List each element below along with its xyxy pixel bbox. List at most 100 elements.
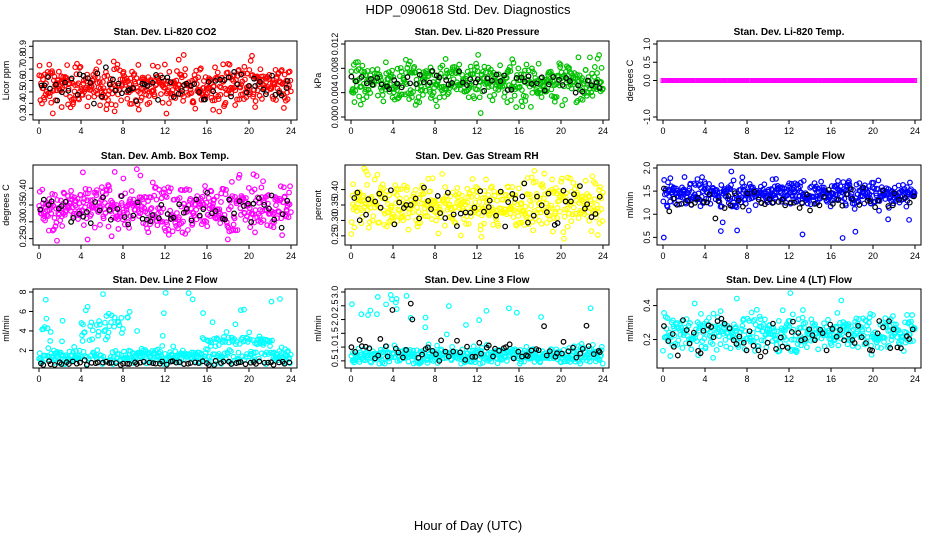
data-point: [566, 210, 572, 217]
data-point: [162, 289, 169, 296]
x-tick-label: 16: [826, 251, 836, 261]
data-point: [205, 78, 212, 85]
data-point: [101, 319, 108, 326]
x-tick-label: 12: [160, 126, 170, 136]
data-point: [403, 195, 410, 202]
data-point: [506, 305, 512, 312]
x-tick-label: 12: [160, 251, 170, 261]
data-point: [779, 307, 786, 314]
data-point: [234, 227, 241, 234]
data-point: [48, 210, 55, 217]
data-point: [503, 344, 509, 351]
data-point: [692, 199, 698, 206]
data-point: [185, 290, 192, 297]
data-point: [145, 92, 152, 99]
data-point: [412, 186, 419, 193]
data-point: [437, 210, 443, 217]
data-point: [473, 60, 480, 67]
data-point: [88, 211, 94, 218]
data-point: [456, 61, 463, 68]
data-point: [560, 229, 567, 235]
data-point: [154, 222, 161, 229]
data-point: [861, 200, 868, 207]
data-point: [472, 353, 479, 360]
data-point: [393, 295, 400, 302]
y-tick-label: 0.2: [642, 333, 652, 346]
data-point: [523, 61, 530, 68]
data-point: [287, 88, 294, 95]
data-point: [875, 197, 882, 204]
data-point: [467, 209, 474, 216]
data-point: [119, 81, 126, 88]
x-tick-label: 24: [598, 126, 608, 136]
data-point: [466, 347, 473, 354]
data-point: [710, 310, 717, 317]
data-point: [819, 330, 826, 337]
data-point: [100, 194, 107, 201]
data-point: [215, 336, 221, 343]
data-point: [40, 196, 47, 203]
data-point: [761, 316, 768, 323]
data-point: [718, 182, 725, 188]
data-point: [162, 227, 169, 234]
data-point: [84, 103, 91, 110]
y-tick-label: 0.000: [330, 106, 340, 129]
data-point: [554, 220, 561, 226]
data-point: [249, 211, 256, 218]
data-point: [126, 224, 132, 231]
data-point: [270, 361, 277, 368]
data-point: [153, 196, 160, 203]
x-tick-label: 8: [120, 126, 125, 136]
data-point: [660, 234, 667, 241]
data-point: [588, 200, 594, 207]
data-point: [358, 311, 365, 318]
data-point: [145, 229, 152, 236]
data-point: [159, 218, 166, 225]
data-point: [137, 359, 143, 366]
data-point: [432, 97, 439, 104]
data-point: [510, 59, 517, 66]
data-point: [378, 349, 385, 356]
data-point: [687, 320, 693, 326]
data-point: [532, 75, 539, 81]
data-point: [261, 199, 268, 206]
data-point: [418, 83, 424, 90]
data-point: [383, 223, 390, 230]
data-point: [454, 185, 461, 191]
data-point: [286, 68, 293, 75]
data-point: [47, 85, 53, 92]
data-point: [234, 96, 240, 103]
data-point: [175, 90, 182, 97]
data-point: [538, 94, 545, 100]
data-point: [775, 318, 782, 324]
data-point: [261, 359, 268, 366]
data-point: [407, 300, 414, 307]
data-point: [45, 202, 52, 208]
data-point: [235, 359, 242, 366]
x-tick-label: 4: [702, 374, 707, 384]
data-point: [803, 344, 810, 351]
data-point: [103, 106, 110, 113]
y-tick-label: 0.0: [642, 74, 652, 87]
data-point: [372, 355, 378, 362]
data-point: [441, 93, 448, 100]
data-point: [560, 338, 567, 345]
data-point: [592, 180, 599, 187]
data-point: [560, 187, 567, 194]
data-point: [876, 207, 882, 214]
data-point: [245, 200, 252, 207]
data-point: [260, 178, 266, 185]
data-point: [503, 211, 510, 218]
data-point: [519, 193, 526, 200]
data-point: [358, 343, 365, 350]
data-point: [79, 169, 86, 176]
data-point: [425, 72, 432, 79]
data-point: [529, 65, 535, 72]
data-point: [835, 178, 841, 184]
data-point: [843, 202, 849, 209]
data-point: [267, 343, 273, 349]
data-point: [690, 329, 697, 336]
data-point: [789, 311, 796, 318]
data-point: [727, 202, 734, 209]
data-point: [257, 66, 264, 73]
